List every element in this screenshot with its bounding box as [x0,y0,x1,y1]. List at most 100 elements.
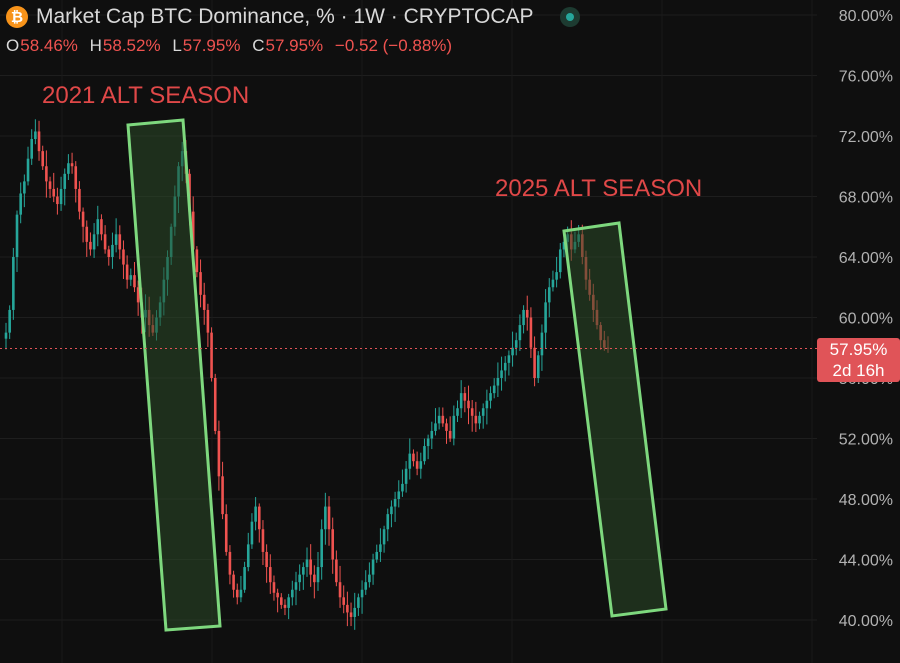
candle-body [195,249,199,273]
candle-body [213,378,217,431]
candle-body [287,597,290,608]
y-tick-label: 68.00% [839,190,893,207]
candle-body [4,332,8,339]
candle-body [276,592,279,598]
candle-body [419,461,423,469]
candle-body [467,400,470,409]
candle-body [353,607,357,617]
candle-body [103,234,107,250]
candle-body [327,506,331,530]
candle-body [404,468,408,484]
candle-body [335,559,338,583]
candle-body [346,604,349,613]
bitcoin-icon: ₿ [6,6,28,28]
candle-body [529,317,533,348]
candle-body [379,544,382,552]
candle-body [298,574,301,583]
candle-body [12,257,15,310]
candle-body [74,166,78,189]
candle-body [456,408,459,416]
ohlc-legend: O58.46% H58.52% L57.95% C57.95% −0.52 (−… [6,36,452,56]
candle-body [316,567,320,583]
candle-body [452,415,456,439]
candle-body [423,446,426,462]
y-tick-label: 52.00% [839,432,893,449]
candle-body [125,264,129,280]
candle-body [100,219,103,235]
y-tick-label: 76.00% [839,69,893,86]
candle-body [111,244,114,257]
candle-body [313,574,316,583]
candle-body [23,181,26,194]
candle-body [30,139,33,159]
candle-body [261,529,265,552]
candle-body [243,567,246,590]
candle-body [136,287,140,303]
annotation-2025-alt-season: 2025 ALT SEASON [495,175,703,202]
candle-body [445,423,448,431]
candle-body [202,294,206,310]
y-tick-label: 48.00% [839,492,893,509]
annotation-2021-alt-season: 2021 ALT SEASON [42,82,250,109]
alt-season-2021-box [126,118,222,632]
candle-body [485,400,489,409]
candle-body [544,302,547,333]
candle-body [232,574,235,590]
candle-body [331,529,334,560]
candle-body [357,597,360,608]
candle-body [235,589,239,598]
last-price-value: 57.95% [829,340,888,359]
candle-body [481,408,485,416]
candle-body [386,514,390,530]
candle-body [426,438,430,447]
candle-body [92,234,96,250]
candle-body [555,272,558,280]
candle-body [56,196,59,205]
candle-body [368,574,371,583]
candle-body [349,612,353,617]
candle-body [85,226,89,242]
market-status-icon[interactable] [559,7,580,27]
candle-body [342,597,346,605]
candle-body [59,188,63,205]
candle-body [89,241,92,250]
candle-body [507,355,511,363]
high-value: 58.52% [102,36,161,55]
candle-body [470,408,474,416]
candle-body [536,355,540,378]
high-label: H [89,36,102,55]
candle-body [37,131,41,152]
candle-body [191,211,195,250]
candle-body [283,604,287,608]
low-label: L [172,36,182,55]
candle-body [250,521,254,545]
candle-body [478,415,481,424]
candle-body [114,234,118,245]
candle-body [540,332,544,356]
candle-body [408,453,412,469]
candle-body [364,582,368,590]
candle-body [294,582,298,590]
close-value: 57.95% [265,36,324,55]
candle-body [81,211,85,227]
candle-body [371,559,375,575]
y-tick-label: 40.00% [839,613,893,630]
candle-body [448,430,452,439]
candle-body [221,476,224,515]
candle-body [434,423,437,431]
candle-body [48,181,52,189]
candle-body [533,347,536,378]
candle-body [63,173,67,189]
candle-body [437,415,441,424]
candle-body [401,483,404,492]
candle-body [518,325,522,341]
candle-body [489,393,492,401]
bar-countdown: 2d 16h [832,361,885,380]
y-tick-label: 72.00% [839,129,893,146]
candle-body [257,506,261,530]
chart-title[interactable]: Market Cap BTC Dominance, % · 1W · CRYPT… [36,5,534,28]
candle-body [492,385,496,394]
candle-body [107,249,111,257]
candle-body [254,506,257,522]
